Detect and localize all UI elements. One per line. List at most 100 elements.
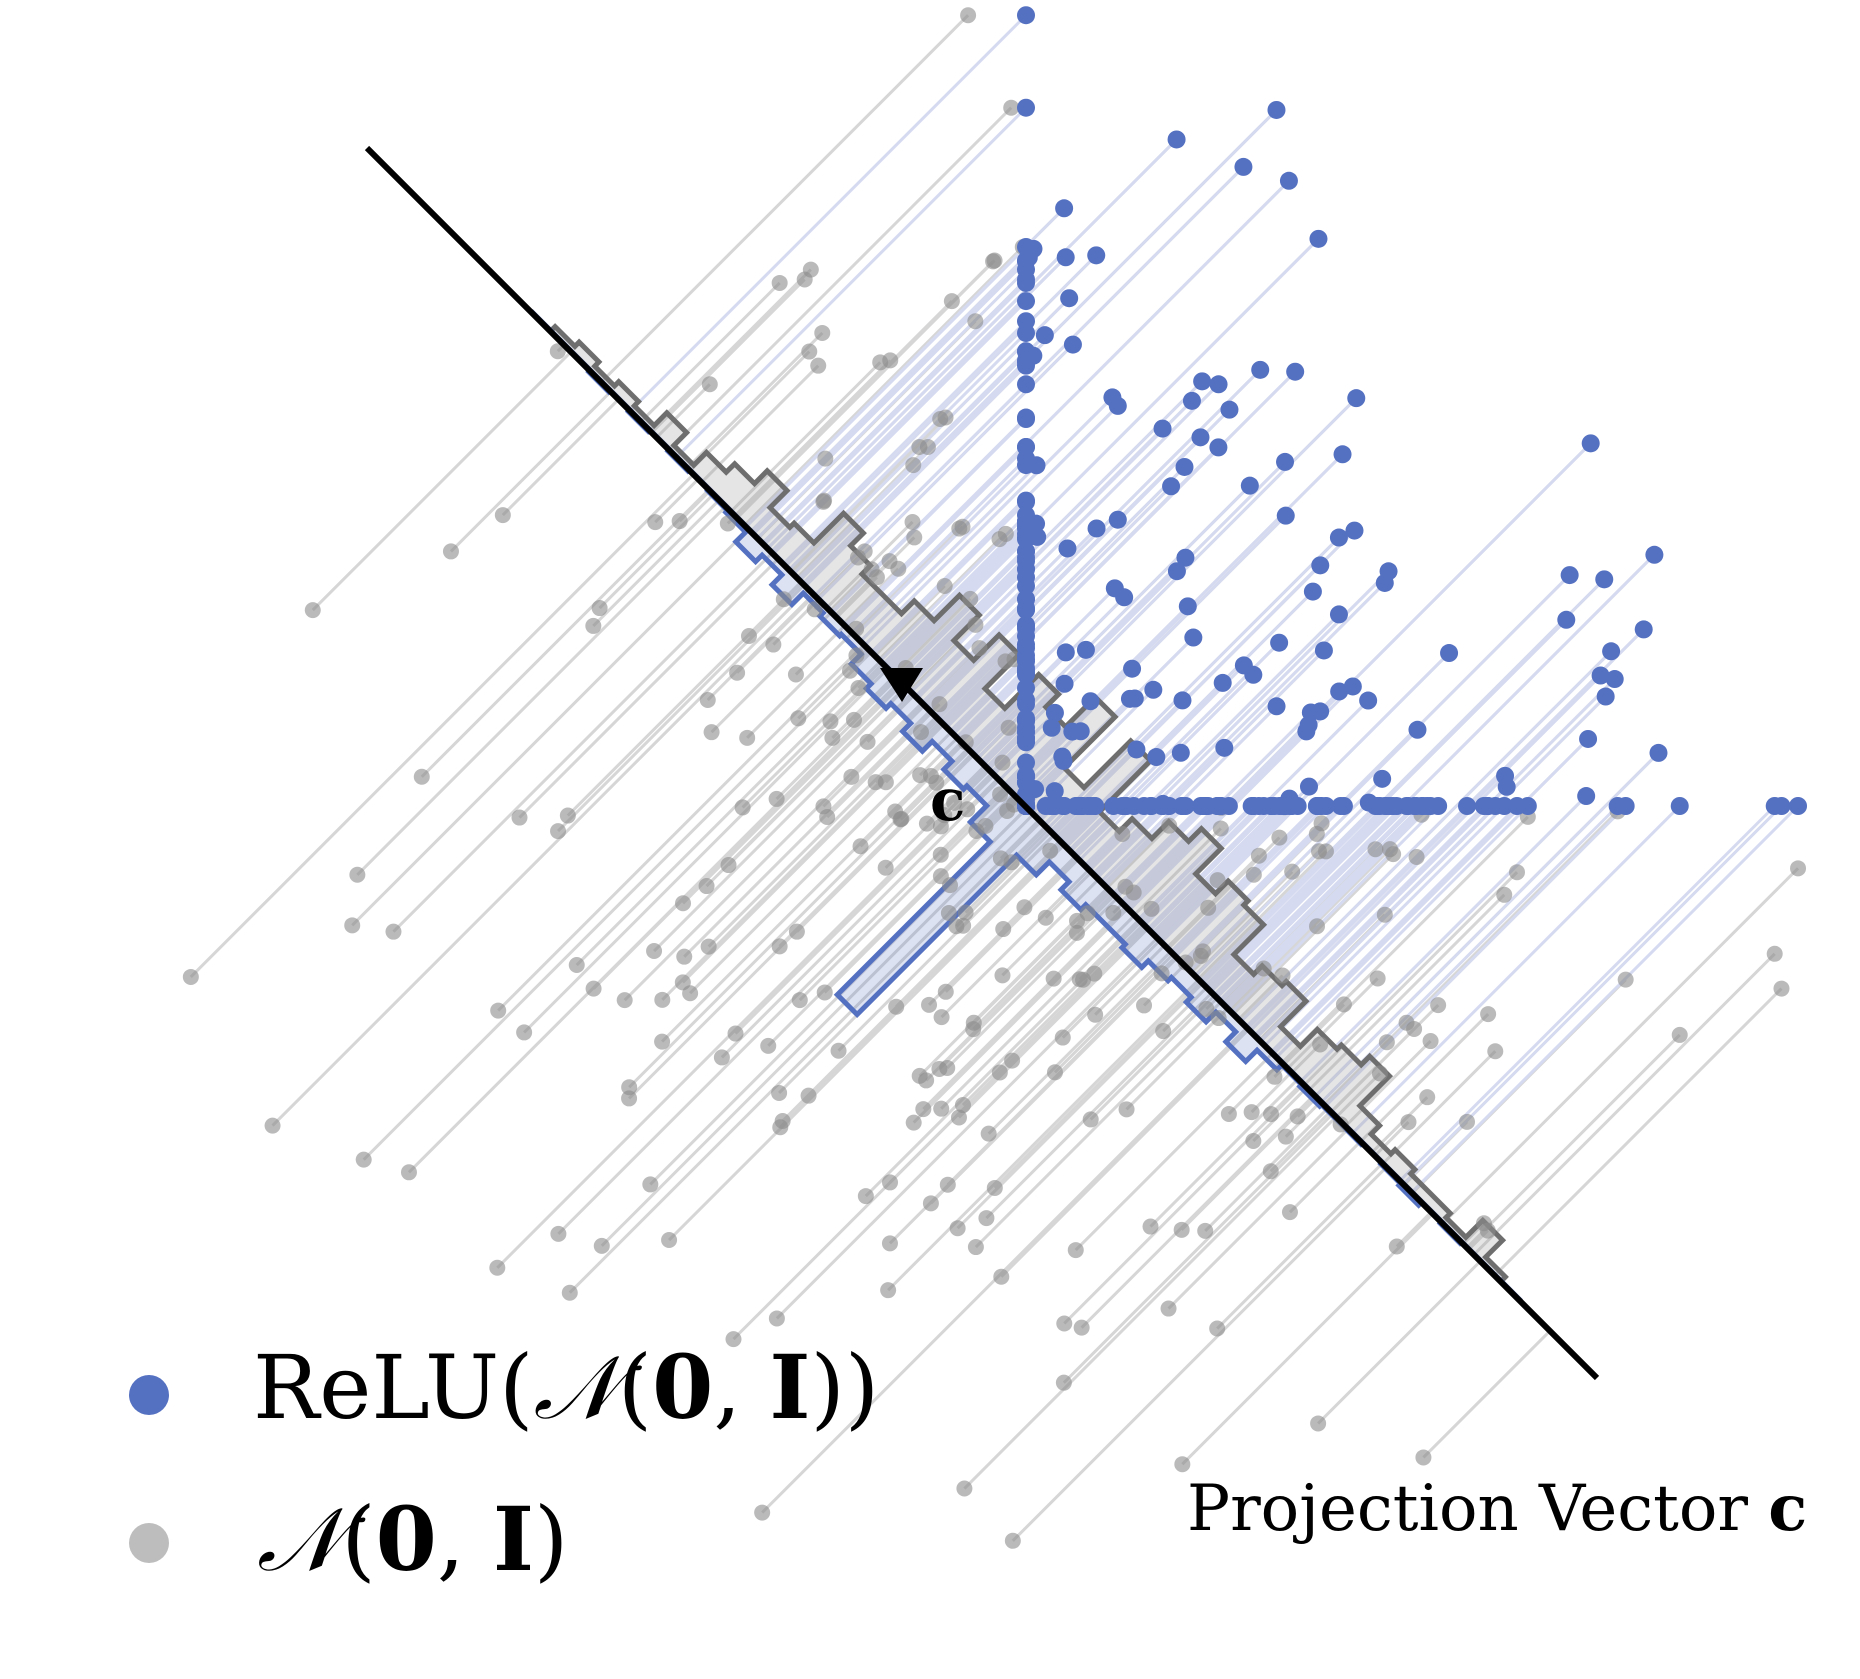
gaussian-point bbox=[550, 823, 567, 840]
gaussian-point bbox=[740, 627, 757, 644]
projection-line bbox=[756, 268, 1028, 539]
relu-point bbox=[1063, 335, 1082, 354]
projection-line bbox=[707, 716, 939, 948]
projection-line bbox=[766, 138, 1178, 550]
relu-point bbox=[1595, 570, 1614, 589]
relu-point bbox=[1017, 601, 1035, 620]
projection-line bbox=[1156, 804, 1292, 940]
gaussian-point bbox=[932, 846, 949, 863]
gaussian-point bbox=[911, 438, 928, 455]
gaussian-point bbox=[991, 531, 1008, 548]
relu-point bbox=[1399, 797, 1418, 815]
projection-line bbox=[1320, 804, 1619, 1103]
projection-line bbox=[746, 631, 854, 739]
gaussian-point bbox=[1042, 842, 1059, 859]
relu-point bbox=[1055, 199, 1074, 218]
text-part: I bbox=[769, 1335, 810, 1439]
relu-point bbox=[1560, 566, 1579, 585]
projection-line bbox=[311, 350, 573, 612]
gaussian-point bbox=[413, 768, 430, 785]
gaussian-point bbox=[647, 514, 664, 531]
gaussian-point bbox=[882, 1174, 899, 1191]
projection-line bbox=[1275, 804, 1529, 1058]
gaussian-point bbox=[1376, 906, 1393, 923]
projection-line bbox=[902, 560, 1028, 685]
text-part: I bbox=[493, 1487, 534, 1591]
gaussian-point bbox=[400, 1164, 417, 1181]
gaussian-point bbox=[559, 807, 576, 824]
relu-point bbox=[1017, 691, 1035, 710]
gaussian-point bbox=[857, 1188, 874, 1205]
gaussian-point bbox=[1200, 899, 1217, 916]
projection-line bbox=[1199, 804, 1377, 982]
projection-line bbox=[1162, 986, 1209, 1033]
gaussian-point bbox=[1197, 1222, 1214, 1239]
gaussian-point bbox=[725, 1331, 742, 1348]
relu-point bbox=[1147, 748, 1166, 767]
projection-line bbox=[598, 492, 715, 610]
gaussian-point bbox=[264, 1117, 281, 1134]
gaussian-point bbox=[549, 343, 566, 360]
relu-point bbox=[1017, 528, 1035, 547]
gaussian-point bbox=[888, 998, 905, 1015]
projection-line bbox=[1096, 804, 1171, 879]
gaussian-point bbox=[967, 616, 984, 633]
gaussian-point bbox=[994, 967, 1011, 984]
gaussian-point bbox=[939, 1176, 956, 1193]
projection-line bbox=[960, 587, 1116, 743]
projection-line bbox=[747, 581, 804, 638]
gaussian-point bbox=[978, 1210, 995, 1227]
gaussian-point bbox=[843, 768, 860, 785]
gaussian-point bbox=[814, 324, 831, 341]
projection-line bbox=[1344, 1039, 1432, 1127]
gaussian-point bbox=[1509, 864, 1526, 881]
gaussian-point bbox=[1274, 967, 1291, 984]
gaussian-point bbox=[1400, 1114, 1417, 1131]
projection-line bbox=[655, 383, 711, 439]
projection-line bbox=[1466, 1033, 1681, 1249]
projection-line bbox=[557, 785, 1008, 1235]
gaussian-point bbox=[701, 376, 718, 393]
gaussian-point bbox=[868, 569, 885, 586]
gaussian-point bbox=[1266, 1068, 1283, 1085]
projection-line bbox=[1269, 1109, 1333, 1173]
relu-point bbox=[1017, 251, 1035, 270]
relu-point bbox=[1017, 766, 1035, 785]
gaussian-point bbox=[765, 636, 782, 653]
projection-line bbox=[953, 767, 990, 804]
projection-line bbox=[895, 535, 1039, 679]
gaussian-point bbox=[816, 984, 833, 1001]
relu-point bbox=[1343, 677, 1362, 696]
relu-point bbox=[1036, 797, 1055, 815]
projection-line bbox=[1231, 804, 1440, 1014]
projection-line bbox=[1147, 804, 1272, 930]
relu-point bbox=[1267, 697, 1286, 716]
gaussian-point bbox=[950, 1109, 967, 1126]
gaussian-point bbox=[1067, 1242, 1084, 1259]
relu-point bbox=[1017, 342, 1035, 361]
gaussian-point bbox=[932, 411, 949, 428]
gaussian-point bbox=[675, 895, 692, 912]
gaussian-point bbox=[936, 807, 953, 824]
gaussian-point bbox=[621, 1090, 638, 1107]
projection-line bbox=[974, 703, 1028, 757]
gaussian-point bbox=[918, 815, 935, 832]
projection-line bbox=[683, 709, 932, 958]
projection-line bbox=[1151, 804, 1281, 934]
relu-point bbox=[1017, 456, 1035, 475]
gaussian-point bbox=[1000, 719, 1017, 736]
projection-line bbox=[1141, 804, 1260, 924]
projection-line bbox=[271, 588, 811, 1127]
relu-point bbox=[1167, 562, 1186, 581]
projection-line bbox=[1317, 1259, 1482, 1425]
gaussian-point bbox=[1161, 817, 1178, 834]
gaussian-point bbox=[1220, 1105, 1237, 1122]
gaussian-point bbox=[800, 1087, 817, 1104]
gaussian-point bbox=[965, 1021, 982, 1038]
gaussian-point bbox=[1142, 1218, 1159, 1235]
projection-line bbox=[872, 500, 1028, 656]
legend-label: ReLU(𝒩(0, I)) bbox=[253, 1335, 879, 1439]
projection-line bbox=[1351, 804, 1681, 1134]
relu-point bbox=[1108, 510, 1127, 529]
relu-point bbox=[1270, 633, 1289, 652]
